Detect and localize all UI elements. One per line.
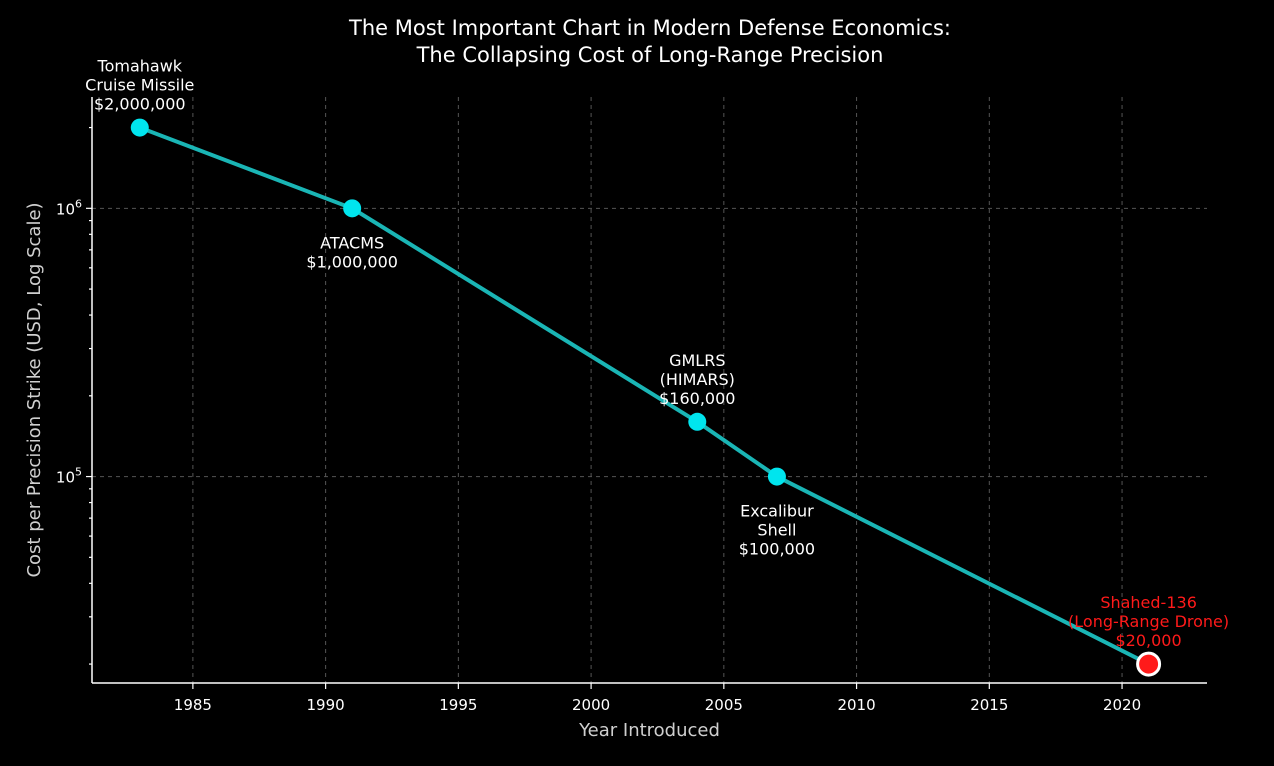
series-cost (130, 118, 1162, 677)
x-tick-label: 1995 (439, 696, 477, 714)
data-label: $1,000,000 (306, 252, 398, 271)
x-tick-label: 2020 (1103, 696, 1141, 714)
x-tick-label: 2005 (705, 696, 743, 714)
chart-title: The Most Important Chart in Modern Defen… (348, 16, 951, 67)
y-axis-label: Cost per Precision Strike (USD, Log Scal… (24, 202, 45, 577)
x-tick-label: 2015 (970, 696, 1008, 714)
data-label: $2,000,000 (94, 95, 186, 114)
x-tick-label: 2000 (572, 696, 610, 714)
data-label: $20,000 (1116, 631, 1182, 650)
data-label: $160,000 (659, 389, 735, 408)
data-label: Tomahawk (97, 57, 183, 76)
chart-title-line: The Most Important Chart in Modern Defen… (348, 16, 951, 40)
data-label: GMLRS (669, 351, 725, 370)
x-tick-label: 1990 (307, 696, 345, 714)
data-label: Shell (757, 521, 796, 540)
data-point (343, 199, 362, 218)
data-label: (HIMARS) (660, 370, 735, 389)
data-label: ATACMS (320, 233, 384, 252)
data-label: $100,000 (739, 540, 815, 559)
data-label: Cruise Missile (85, 76, 194, 95)
data-point (767, 467, 786, 486)
x-tick-label: 2010 (837, 696, 875, 714)
data-point-highlight (1136, 651, 1162, 677)
chart-title-line: The Collapsing Cost of Long-Range Precis… (416, 43, 884, 67)
data-label: Shahed-136 (1100, 593, 1197, 612)
x-tick-label: 1985 (174, 696, 212, 714)
axes: 1985 1990 1995 2000 2005 2010 2015 2020 105 106 Ye… (24, 97, 1207, 741)
y-tick-label: 105 (56, 466, 82, 487)
x-axis-label: Year Introduced (578, 720, 720, 741)
data-label: (Long-Range Drone) (1068, 612, 1229, 631)
data-point (130, 118, 149, 137)
data-point (688, 412, 707, 431)
data-label: Excalibur (740, 502, 814, 521)
y-tick-label: 106 (56, 197, 82, 218)
